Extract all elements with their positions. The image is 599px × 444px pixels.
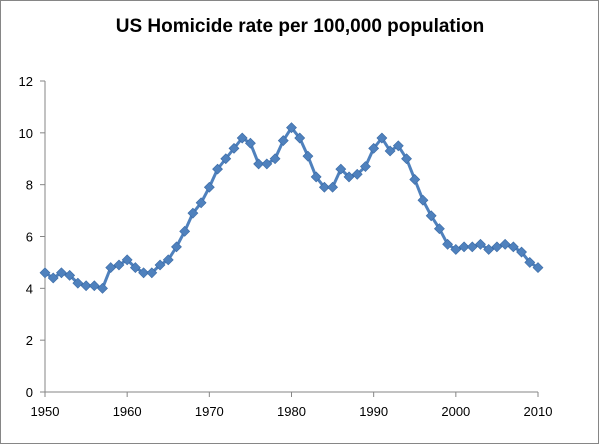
data-point-marker [187, 207, 199, 219]
data-point-marker [253, 158, 265, 170]
data-point-marker [343, 171, 355, 183]
data-point-marker [499, 238, 511, 250]
data-point-marker [507, 241, 519, 253]
data-point-marker [212, 163, 223, 175]
y-tick-label: 2 [26, 333, 33, 348]
y-tick-label: 6 [26, 230, 33, 245]
data-point-marker [491, 241, 503, 253]
x-tick-label: 1970 [195, 404, 224, 419]
data-point-marker [179, 225, 191, 237]
data-point-marker [97, 282, 108, 294]
data-point-marker [72, 277, 84, 289]
data-point-marker [228, 142, 240, 154]
x-tick-label: 2010 [524, 404, 553, 419]
data-point-marker [409, 174, 421, 185]
data-point-marker [64, 269, 76, 281]
data-point-marker [532, 262, 544, 274]
data-point-marker [195, 197, 207, 209]
data-point-marker [129, 262, 141, 274]
y-tick-label: 12 [19, 74, 33, 89]
y-tick-label: 10 [19, 126, 33, 141]
data-point-marker [442, 238, 454, 250]
data-point-marker [302, 150, 314, 162]
data-point-marker [39, 267, 51, 279]
data-point-marker [269, 153, 281, 165]
x-tick-label: 1950 [31, 404, 60, 419]
data-point-marker [327, 181, 339, 193]
y-tick-label: 8 [26, 178, 33, 193]
data-point-marker [351, 168, 363, 180]
data-point-marker [203, 181, 215, 193]
data-point-marker [113, 259, 125, 271]
axes: 0 2 4 6 8 10 12 1950 1960 1970 1980 1990 2000 2010 [19, 74, 553, 419]
data-point-marker [318, 181, 330, 193]
data-point-marker [277, 135, 289, 147]
data-point-marker [146, 267, 158, 279]
series-layer [39, 122, 544, 294]
data-point-marker [376, 132, 388, 144]
data-point-marker [450, 244, 462, 255]
data-point-marker [475, 238, 486, 250]
data-point-marker [56, 267, 67, 279]
data-point-marker [286, 122, 297, 134]
data-point-marker [425, 210, 437, 222]
x-tick-label: 1960 [113, 404, 142, 419]
data-point-marker [88, 280, 100, 292]
data-point-marker [417, 194, 429, 206]
data-point-marker [154, 259, 166, 271]
y-tick-label: 4 [26, 281, 33, 296]
x-tick-label: 1990 [359, 404, 388, 419]
data-point-marker [162, 254, 174, 266]
data-point-marker [47, 272, 59, 284]
data-point-marker [483, 244, 495, 255]
data-point-marker [458, 241, 470, 253]
data-point-marker [524, 256, 536, 268]
data-point-marker [310, 171, 322, 183]
data-point-marker [294, 132, 306, 144]
data-point-marker [516, 246, 527, 258]
data-point-marker [138, 267, 150, 279]
data-point-marker [401, 153, 412, 165]
data-point-marker [384, 145, 396, 157]
data-point-marker [261, 158, 273, 170]
data-point-marker [244, 137, 256, 149]
data-point-marker [335, 163, 347, 175]
data-point-marker [80, 280, 92, 292]
x-tick-label: 1980 [277, 404, 306, 419]
chart-title: US Homicide rate per 100,000 population [116, 16, 485, 37]
data-point-marker [360, 161, 371, 172]
y-tick-label: 0 [26, 385, 33, 400]
data-point-marker [220, 153, 232, 165]
data-point-marker [392, 140, 404, 152]
data-point-marker [121, 254, 133, 266]
data-point-marker [236, 132, 248, 144]
x-tick-label: 2000 [441, 404, 470, 419]
data-point-marker [171, 241, 182, 253]
data-point-marker [368, 142, 380, 154]
data-point-marker [105, 262, 117, 274]
data-point-marker [466, 241, 478, 253]
data-point-marker [433, 223, 445, 235]
